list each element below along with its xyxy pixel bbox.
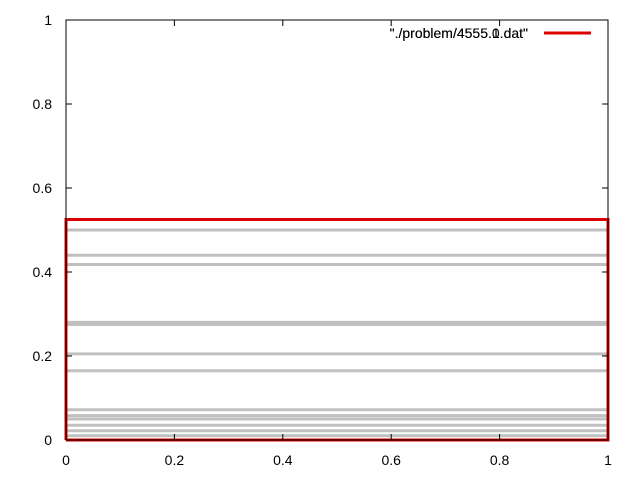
- x-tick-label-2: 0.4: [273, 452, 293, 468]
- y-tick-label-0: 0: [44, 432, 52, 448]
- legend: "./problem/4555.0.dat" "./problem/4555.1…: [390, 25, 591, 41]
- series-line-0: [64, 218, 610, 442]
- legend-overlay-text: "./problem/4555.0.dat": [390, 25, 528, 41]
- x-tick-label-1: 0.2: [165, 452, 185, 468]
- plot-border: [65, 19, 609, 441]
- x-tick-label-0: 0: [62, 452, 70, 468]
- x-tick-label-3: 0.6: [381, 452, 401, 468]
- axis-ticks: 0 0.2 0.4 0.6 0.8 1 0 0.2 0.4 0.6 0.8 1: [33, 12, 613, 468]
- x-tick-label-5: 1: [604, 452, 612, 468]
- y-tick-label-3: 0.6: [33, 180, 53, 196]
- y-tick-label-1: 0.2: [33, 348, 53, 364]
- legend-label: "./problem/4555.1.dat": [390, 25, 528, 41]
- gray-horizontal-lines: [66, 228, 608, 438]
- x-tick-label-4: 0.8: [490, 452, 510, 468]
- y-tick-label-5: 1: [44, 12, 52, 28]
- y-tick-label-2: 0.4: [33, 264, 53, 280]
- series-layer: [64, 218, 610, 442]
- y-tick-label-4: 0.8: [33, 96, 53, 112]
